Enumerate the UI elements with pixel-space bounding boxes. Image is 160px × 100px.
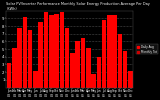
Bar (49, 14, 54, 88)
Bar (60, 12, 64, 88)
Bar (23, 17, 27, 88)
Bar (118, 34, 122, 88)
Bar (70, 53, 75, 88)
Bar (102, 20, 106, 88)
Bar (65, 28, 69, 88)
Bar (54, 14, 59, 88)
Bar (97, 57, 101, 88)
Legend: Daily Avg, Monthly Tot: Daily Avg, Monthly Tot (136, 44, 158, 54)
Bar (128, 71, 133, 88)
Bar (86, 48, 91, 88)
Bar (33, 71, 38, 88)
Bar (28, 30, 32, 88)
Bar (107, 14, 112, 88)
Bar (81, 38, 85, 88)
Bar (7, 63, 11, 88)
Bar (91, 74, 96, 88)
Bar (76, 41, 80, 88)
Bar (12, 48, 16, 88)
Bar (123, 51, 128, 88)
Text: Solar PV/Inverter Performance Monthly Solar Energy Production Average Per Day (K: Solar PV/Inverter Performance Monthly So… (6, 2, 150, 11)
Bar (44, 12, 48, 88)
Bar (112, 15, 117, 88)
Bar (17, 28, 22, 88)
Bar (39, 22, 43, 88)
